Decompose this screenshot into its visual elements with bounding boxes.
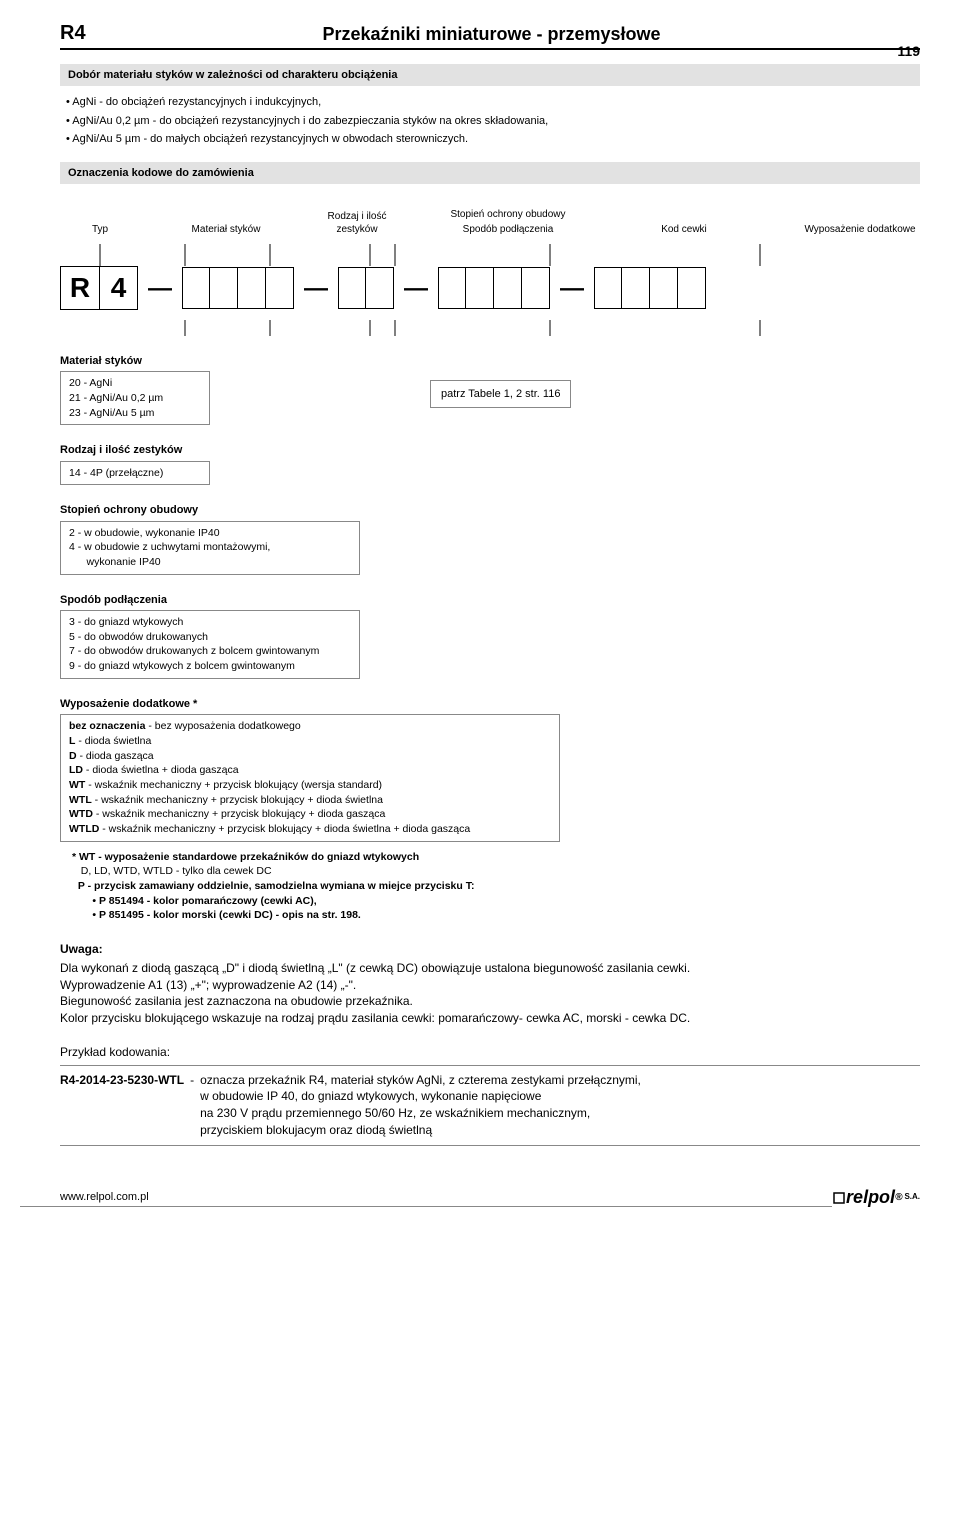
uwaga-line: Biegunowość zasilania jest zaznaczona na… — [60, 993, 920, 1010]
stopien-item: 2 - w obudowie, wykonanie IP40 — [69, 526, 351, 541]
reference-box: patrz Tabele 1, 2 str. 116 — [430, 380, 571, 408]
material-item: 20 - AgNi — [69, 376, 201, 391]
section-order-code-title: Oznaczenia kodowe do zamówienia — [60, 162, 920, 184]
spodob-item: 7 - do obwodów drukowanych z bolcem gwin… — [69, 644, 351, 659]
spodob-item: 3 - do gniazd wtykowych — [69, 615, 351, 630]
stopien-item: wykonanie IP40 — [69, 555, 351, 570]
wypos-item: WTLD - wskaźnik mechaniczny + przycisk b… — [69, 822, 551, 837]
uwaga-line: Kolor przycisku blokującego wskazuje na … — [60, 1010, 920, 1027]
spodob-title: Spodób podłączenia — [60, 593, 920, 607]
bullet-item: • AgNi/Au 0,2 µm - do obciążeń rezystanc… — [66, 113, 920, 130]
header-title: Przekaźniki miniaturowe - przemysłowe — [86, 23, 898, 46]
spodob-item: 9 - do gniazd wtykowych z bolcem gwintow… — [69, 659, 351, 674]
label-kod: Kod cewki — [614, 223, 754, 236]
material-box: 20 - AgNi 21 - AgNi/Au 0,2 µm 23 - AgNi/… — [60, 371, 210, 425]
spodob-box: 3 - do gniazd wtykowych 5 - do obwodów d… — [60, 610, 360, 679]
subsection-rodzaj: Rodzaj i ilość zestyków 14 - 4P (przełąc… — [60, 443, 920, 485]
diagram-connectors-top — [60, 244, 920, 266]
wypos-item: WT - wskaźnik mechaniczny + przycisk blo… — [69, 778, 551, 793]
label-wypos: Wyposażenie dodatkowe — [804, 223, 915, 236]
dash: — — [148, 273, 172, 304]
section-material-choice-title: Dobór materiału styków w zależności od c… — [60, 64, 920, 86]
material-title: Materiał styków — [60, 354, 210, 368]
przyklad-code: R4-2014-23-5230-WTL — [60, 1072, 184, 1139]
uwaga-head: Uwaga: — [60, 941, 920, 958]
product-code-prefix: R 4 — [60, 266, 138, 310]
wypos-item: WTL - wskaźnik mechaniczny + przycisk bl… — [69, 793, 551, 808]
bullet-item: • AgNi - do obciążeń rezystancyjnych i i… — [66, 94, 920, 111]
wypos-item: bez oznaczenia - bez wyposażenia dodatko… — [69, 719, 551, 734]
code-group-4 — [594, 267, 706, 309]
wypos-item: L - dioda świetlna — [69, 734, 551, 749]
dash: — — [560, 273, 584, 304]
page-header: R4 Przekaźniki miniaturowe - przemysłowe… — [60, 20, 920, 50]
footer-logo: relpol ® S.A. — [832, 1186, 920, 1209]
code-letter: R — [61, 267, 99, 309]
code-template-row: R 4 — — — — — [60, 266, 920, 310]
section-material-choice-body: • AgNi - do obciążeń rezystancyjnych i i… — [66, 94, 920, 148]
przyklad-block: Przykład kodowania: R4-2014-23-5230-WTL … — [60, 1045, 920, 1146]
uwaga-line: Dla wykonań z diodą gaszącą „D" i diodą … — [60, 960, 920, 977]
wypos-item: LD - dioda świetlna + dioda gasząca — [69, 763, 551, 778]
logo-sa: S.A. — [904, 1192, 920, 1202]
material-item: 23 - AgNi/Au 5 µm — [69, 406, 201, 421]
subsection-wypos: Wyposażenie dodatkowe * bez oznaczenia -… — [60, 697, 920, 842]
rodzaj-item: 14 - 4P (przełączne) — [69, 466, 201, 481]
label-stopien: Stopień ochrony obudowy — [450, 208, 565, 221]
material-item: 21 - AgNi/Au 0,2 µm — [69, 391, 201, 406]
stopien-title: Stopień ochrony obudowy — [60, 503, 920, 517]
notes-block: * WT - wyposażenie standardowe przekaźni… — [72, 850, 920, 923]
note-line: D, LD, WTD, WTLD - tylko dla cewek DC — [72, 864, 920, 879]
wypos-title: Wyposażenie dodatkowe * — [60, 697, 920, 711]
wypos-item: WTD - wskaźnik mechaniczny + przycisk bl… — [69, 807, 551, 822]
logo-reg: ® — [895, 1191, 902, 1204]
diagram-labels: Typ Materiał styków Rodzaj i ilość zesty… — [60, 208, 920, 236]
rodzaj-box: 14 - 4P (przełączne) — [60, 461, 210, 486]
note-line: • P 851495 - kolor morski (cewki DC) - o… — [72, 908, 920, 923]
spodob-item: 5 - do obwodów drukowanych — [69, 630, 351, 645]
code-group-1 — [182, 267, 294, 309]
subsection-material-row: Materiał styków 20 - AgNi 21 - AgNi/Au 0… — [60, 354, 920, 425]
note-line: • P 851494 - kolor pomarańczowy (cewki A… — [72, 894, 920, 909]
logo-text: relpol — [846, 1186, 895, 1209]
subsection-stopien: Stopień ochrony obudowy 2 - w obudowie, … — [60, 503, 920, 574]
header-code: R4 — [60, 20, 86, 46]
footer-url: www.relpol.com.pl — [20, 1188, 832, 1207]
code-group-3 — [438, 267, 550, 309]
dash: — — [304, 273, 328, 304]
label-spodob: Spodób podłączenia — [463, 223, 554, 236]
dash: — — [404, 273, 428, 304]
note-line: P - przycisk zamawiany oddzielnie, samod… — [72, 879, 920, 894]
przyklad-sep: - — [190, 1072, 194, 1139]
wypos-box: bez oznaczenia - bez wyposażenia dodatko… — [60, 714, 560, 842]
uwaga-line: Wyprowadzenie A1 (13) „+"; wyprowadzenie… — [60, 977, 920, 994]
przyklad-desc: oznacza przekaźnik R4, materiał styków A… — [200, 1072, 641, 1139]
stopien-box: 2 - w obudowie, wykonanie IP40 4 - w obu… — [60, 521, 360, 575]
przyklad-example: R4-2014-23-5230-WTL - oznacza przekaźnik… — [60, 1065, 920, 1146]
code-digit: 4 — [99, 267, 137, 309]
diagram-connectors-bottom — [60, 320, 920, 336]
label-typ: Typ — [60, 223, 140, 236]
logo-icon — [832, 1191, 846, 1205]
wypos-item: D - dioda gasząca — [69, 749, 551, 764]
bullet-item: • AgNi/Au 5 µm - do małych obciążeń rezy… — [66, 131, 920, 148]
header-pagenum: 119 — [897, 42, 920, 60]
rodzaj-title: Rodzaj i ilość zestyków — [60, 443, 920, 457]
label-rodzaj: Rodzaj i ilość zestyków — [312, 210, 402, 236]
page-footer: www.relpol.com.pl relpol ® S.A. — [60, 1186, 920, 1209]
code-group-2 — [338, 267, 394, 309]
uwaga-block: Uwaga: Dla wykonań z diodą gaszącą „D" i… — [60, 941, 920, 1027]
stopien-item: 4 - w obudowie z uchwytami montażowymi, — [69, 540, 351, 555]
label-material: Materiał styków — [192, 223, 261, 236]
subsection-spodob: Spodób podłączenia 3 - do gniazd wtykowy… — [60, 593, 920, 679]
note-line: * WT - wyposażenie standardowe przekaźni… — [72, 850, 920, 865]
przyklad-head: Przykład kodowania: — [60, 1045, 920, 1061]
